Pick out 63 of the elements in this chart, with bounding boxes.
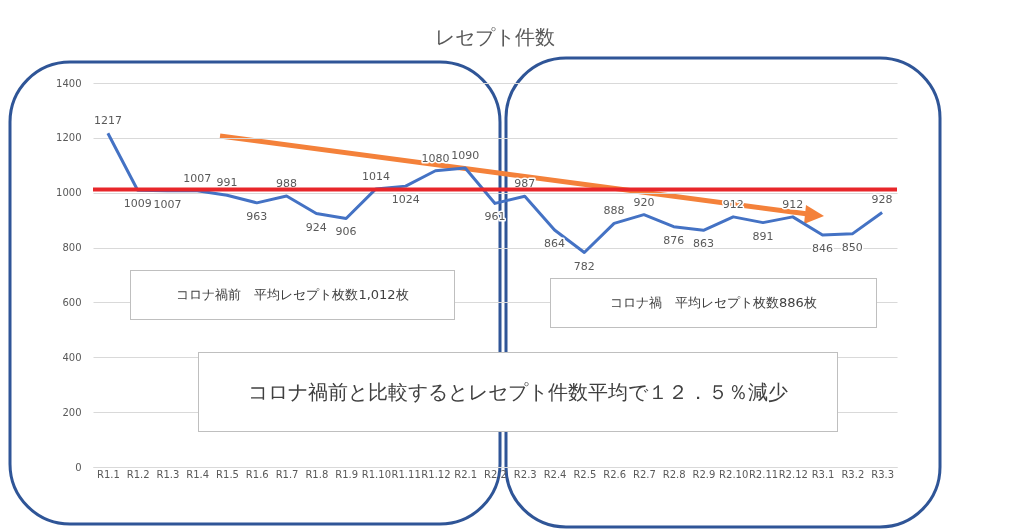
data-label: 991 [216,176,238,190]
data-label: 1014 [361,169,390,183]
x-tick-label: R1.4 [186,468,210,480]
data-label: 1217 [93,114,122,128]
data-label: 906 [335,225,357,239]
y-tick-label: 800 [62,242,82,254]
y-tick-label: 600 [62,296,82,308]
data-label: 1090 [451,149,480,163]
data-label: 876 [663,233,685,247]
y-tick-label: 1000 [56,187,82,199]
data-label: 1009 [123,197,152,211]
text-box: コロナ禍前 平均レセプト枚数1,012枚 [130,270,455,320]
y-tick-label: 1200 [56,132,82,144]
x-tick-label: R2.7 [632,468,656,480]
data-label: 928 [871,193,893,207]
x-tick-label: R2.10 [719,468,749,480]
x-tick-label: R2.5 [573,468,597,480]
x-tick-label: R1.12 [421,468,451,480]
data-label: 863 [692,237,714,251]
text-box: コロナ禍 平均レセプト枚数886枚 [550,278,877,328]
chart-title: レセプト件数 [435,25,555,49]
x-tick-label: R3.3 [871,468,895,480]
data-label: 891 [752,229,774,243]
x-tick-label: R2.9 [692,468,716,480]
x-tick-label: R2.8 [662,468,686,480]
text-box: コロナ禍前と比較するとレセプト件数平均で１２．５％減少 [198,352,838,432]
x-tick-label: R1.6 [245,468,269,480]
x-tick-label: R1.3 [156,468,180,480]
x-tick-label: R2.3 [513,468,537,480]
y-tick-label: 0 [75,461,82,473]
data-label: 963 [246,209,268,223]
data-label: 1007 [153,197,182,211]
x-tick-label: R2.11 [748,468,779,480]
x-tick-label: R1.8 [305,468,329,480]
data-label: 924 [305,220,327,234]
data-label: 1024 [391,193,420,207]
data-label: 920 [633,195,655,209]
x-tick-label: R3.1 [811,468,835,480]
data-label: 864 [544,237,566,251]
data-label: 912 [782,197,804,211]
y-tick-label: 400 [62,351,82,363]
data-label: 1007 [183,171,212,185]
x-tick-label: R1.9 [335,468,359,480]
x-tick-label: R3.2 [841,468,865,480]
x-tick-label: R1.5 [216,468,239,480]
data-label: 1080 [421,151,450,165]
data-label: 850 [841,240,863,254]
x-tick-label: R1.2 [126,468,150,480]
x-tick-label: R2.6 [603,468,627,480]
x-tick-label: R1.10 [361,468,391,480]
x-tick-label: R1.1 [96,468,120,480]
data-label: 988 [276,177,298,191]
data-label: 846 [812,241,834,255]
y-tick-label: 200 [62,406,82,418]
data-label: 987 [514,177,536,191]
data-label: 888 [603,204,625,218]
x-tick-label: R2.12 [778,468,808,480]
data-label: 782 [573,259,595,273]
x-tick-label: R2.4 [543,468,567,480]
x-tick-label: R1.7 [275,468,299,480]
x-tick-label: R1.11 [391,468,421,480]
y-tick-label: 1400 [56,77,82,89]
x-tick-label: R2.1 [454,468,478,480]
